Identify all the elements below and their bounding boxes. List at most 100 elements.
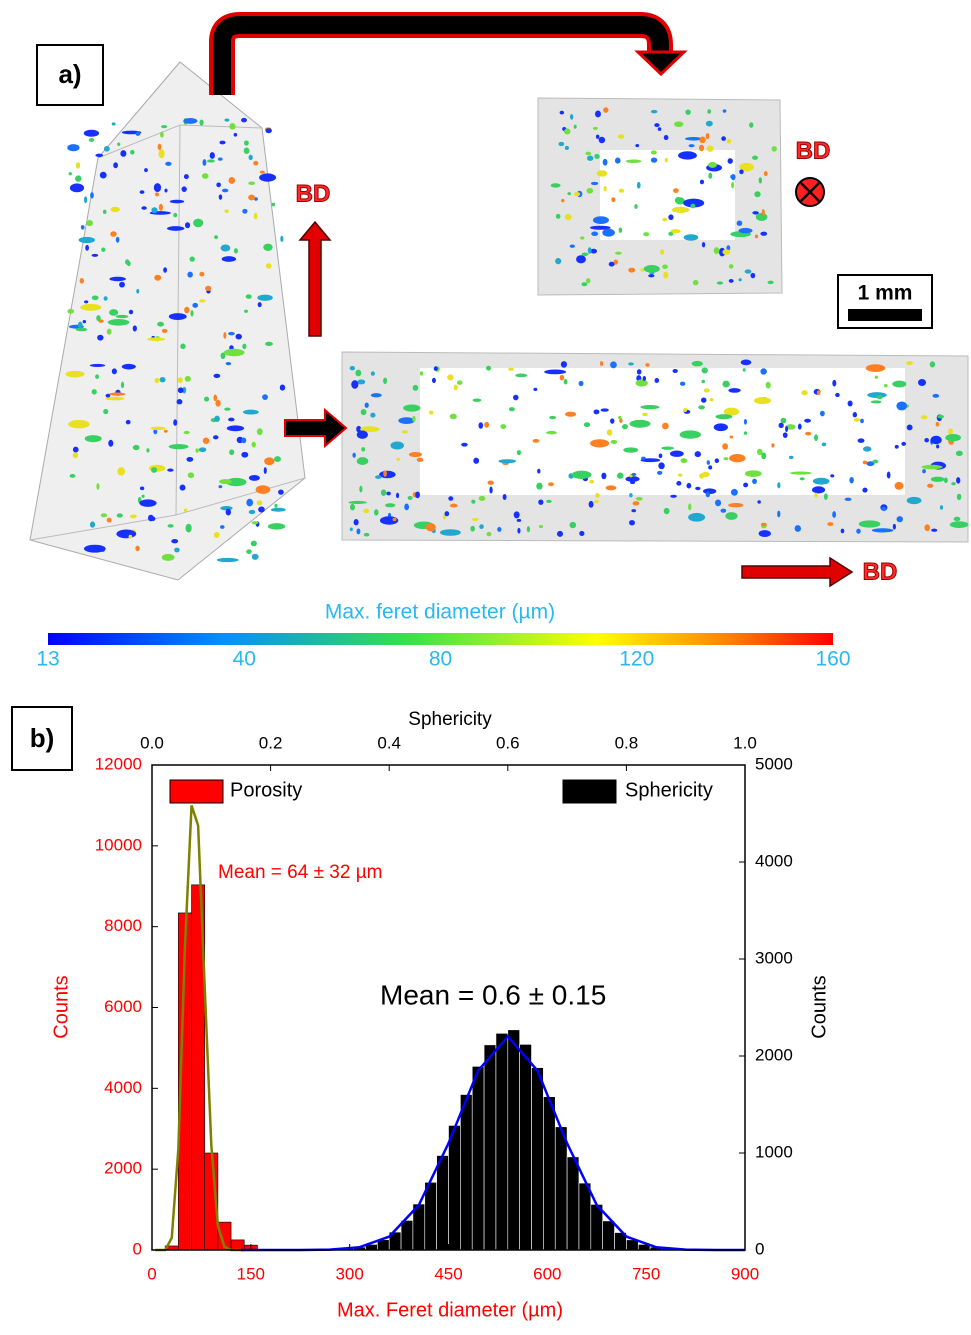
pore [707,460,710,465]
pore [662,218,667,222]
pore [795,525,801,532]
pore [241,118,247,123]
pore [660,249,664,254]
pore [588,247,592,253]
pore [921,415,928,419]
y-tick-label: 6000 [104,997,142,1016]
pore [68,420,89,428]
y2-tick-label: 4000 [755,851,793,870]
pore [497,527,501,532]
x2-tick-label: 0.8 [615,733,639,752]
pore [148,515,154,522]
pore [246,549,252,554]
pore [595,110,601,117]
pore [257,500,263,505]
pore [184,174,189,179]
pore [640,405,659,409]
pore [688,513,705,522]
pore [659,453,663,458]
y2-tick-label: 2000 [755,1045,793,1064]
pore [487,481,493,485]
bar [579,1183,591,1250]
pore [498,459,516,463]
pore [728,158,733,164]
pore [720,509,726,513]
y2-tick-label: 1000 [755,1142,793,1161]
pore [242,344,246,350]
pore [789,456,794,459]
pore [500,424,506,429]
pore [599,137,606,143]
pore [564,128,571,134]
pore [370,413,375,418]
pore [202,159,206,166]
pore [636,497,643,501]
pore [832,380,836,387]
pore [109,309,118,316]
pore [586,278,591,283]
pore [707,109,711,113]
pore [951,482,955,485]
pore [931,477,945,482]
pore [745,269,752,273]
pore [479,524,484,529]
pore [215,400,220,407]
pore [514,511,520,518]
pore [162,329,168,333]
pore [727,139,731,144]
pore [699,145,704,151]
bar [437,1156,449,1250]
pore [593,127,598,130]
pore [546,431,557,434]
pore [619,189,624,193]
pore [714,247,720,254]
pore [119,282,125,288]
pore [618,134,624,139]
pore [219,194,222,200]
bd-label: BD [863,558,898,585]
pore [754,191,760,197]
pore [714,423,728,431]
pore [693,280,699,285]
pore [637,369,642,374]
pore [141,206,147,210]
pore [695,451,701,457]
pore [133,445,140,450]
y2-tick-label: 3000 [755,948,793,967]
pore [271,508,286,512]
pore [610,418,614,423]
pore [729,279,734,283]
pore [937,415,944,419]
pore [827,522,833,526]
pore [762,209,765,215]
pore [75,175,81,181]
pore [665,158,668,163]
pore [615,158,621,164]
pore [70,183,84,192]
pore [108,440,113,447]
pore [109,277,125,281]
pore [251,541,257,547]
scale-bar [848,309,922,321]
pore [858,438,865,442]
panel-label: b) [30,723,55,753]
pore [348,501,367,504]
pore [561,199,564,203]
pore [630,481,635,484]
pore [517,528,520,534]
pore [595,493,600,498]
pore [863,460,868,464]
pore [472,518,479,521]
pore [872,460,878,464]
pore [185,376,191,382]
pore [173,213,177,217]
pore [722,249,730,255]
pore [633,501,640,506]
pore [708,162,717,168]
pore [135,546,139,552]
pore [759,530,771,537]
pore [164,189,167,193]
bar [508,1030,520,1250]
pore [601,473,606,480]
pore [76,162,80,168]
